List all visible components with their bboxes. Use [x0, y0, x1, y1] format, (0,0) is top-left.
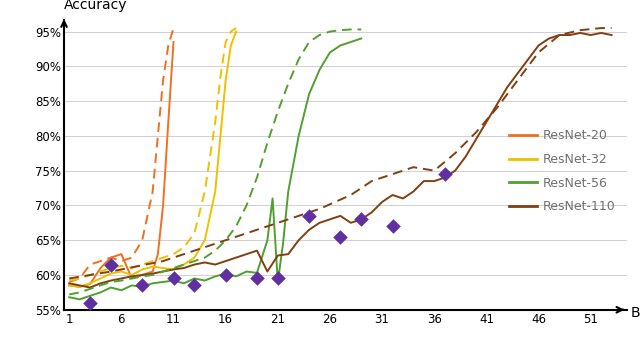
- Point: [168, 276, 179, 281]
- Text: Accuracy: Accuracy: [64, 0, 127, 12]
- Point: [335, 234, 346, 240]
- Point: [273, 276, 283, 281]
- Point: [252, 276, 262, 281]
- Point: [387, 224, 397, 229]
- Point: [106, 262, 116, 268]
- Point: [440, 171, 450, 177]
- Point: [189, 283, 200, 288]
- Point: [221, 272, 231, 278]
- Legend: ResNet-20, ResNet-32, ResNet-56, ResNet-110: ResNet-20, ResNet-32, ResNet-56, ResNet-…: [504, 124, 621, 218]
- Text: Block: Block: [630, 306, 640, 320]
- Point: [137, 283, 147, 288]
- Point: [85, 300, 95, 306]
- Point: [304, 213, 314, 219]
- Point: [356, 216, 366, 222]
